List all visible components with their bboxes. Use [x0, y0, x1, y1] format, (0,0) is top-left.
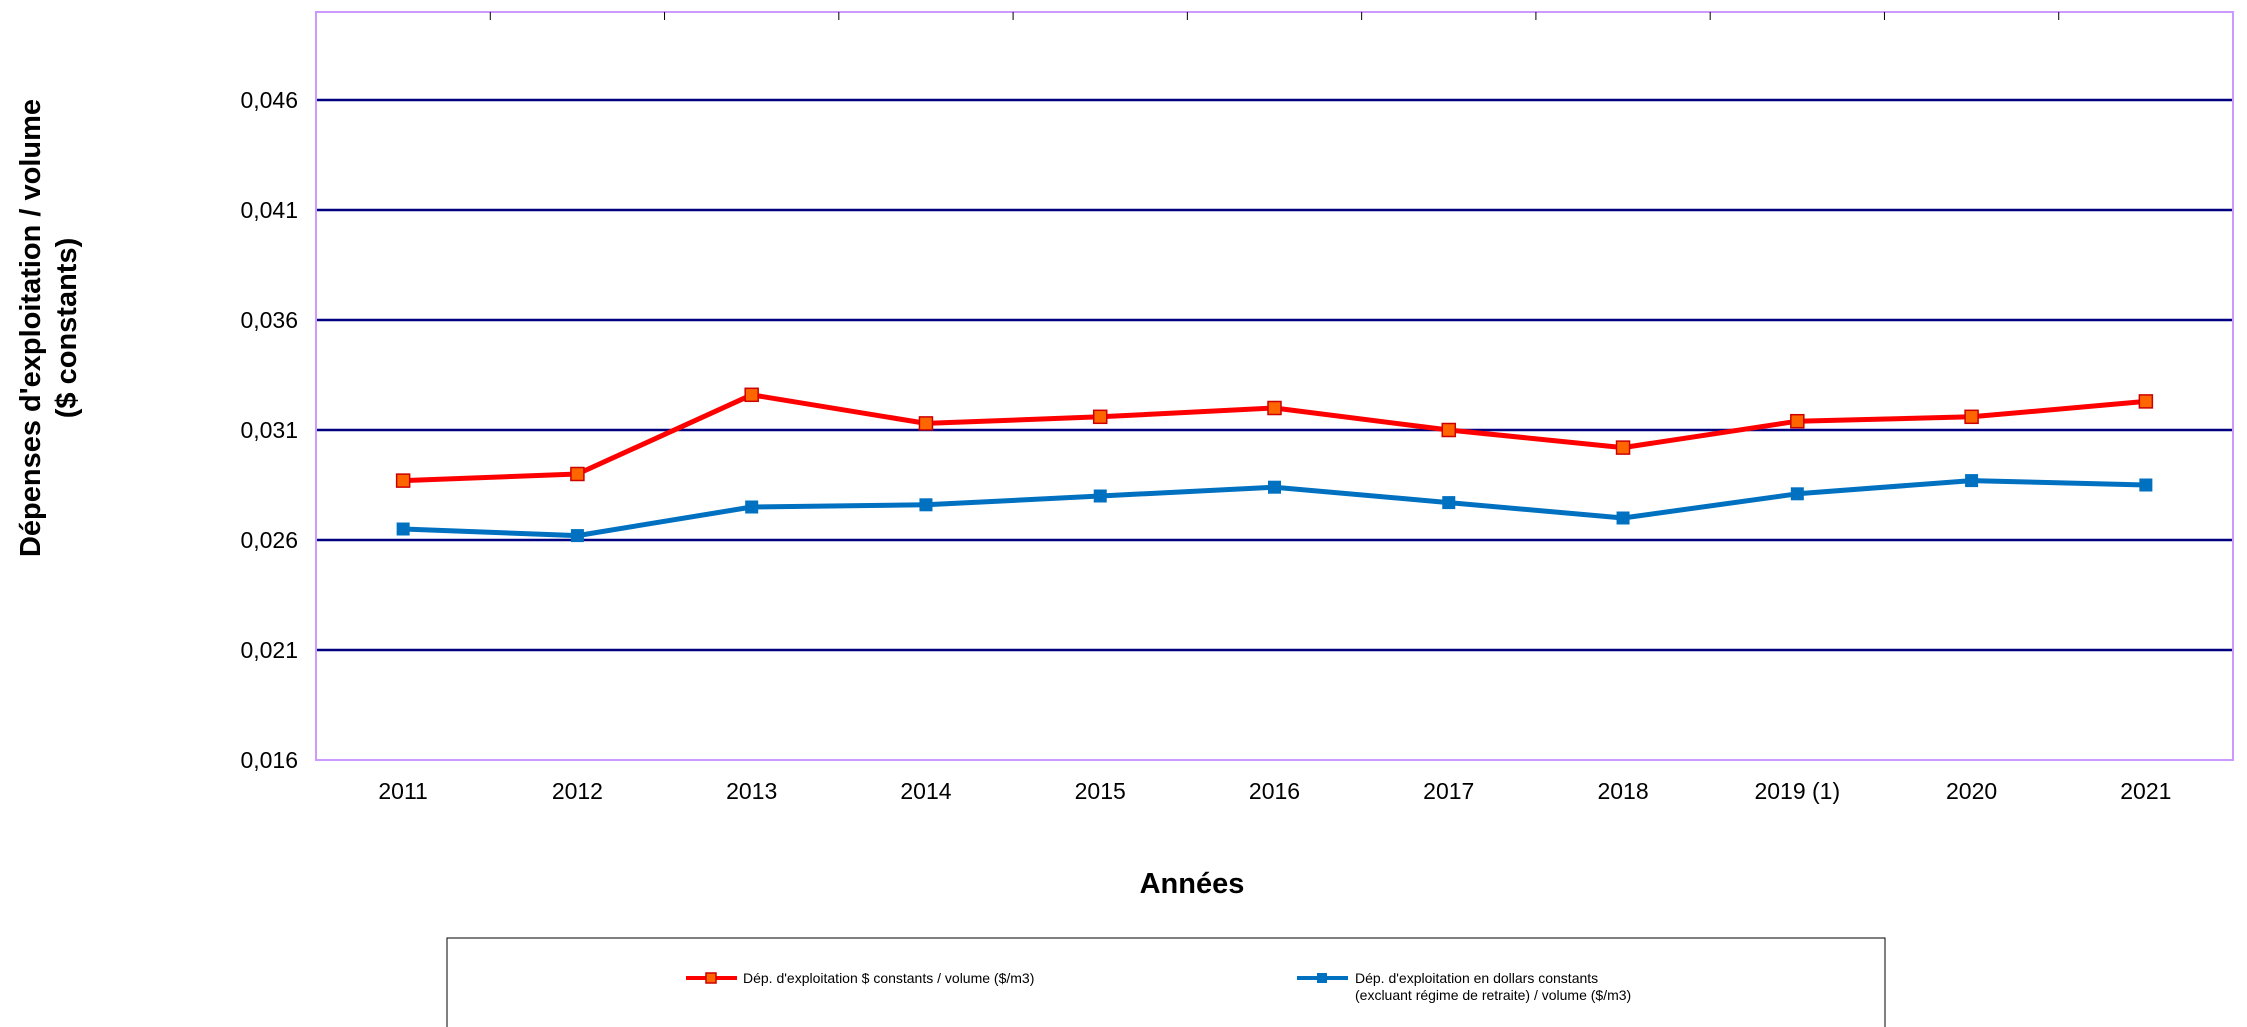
data-point — [396, 522, 410, 536]
data-point — [395, 473, 411, 488]
data-point — [1965, 474, 1979, 488]
y-axis-title-line-2: ($ constants) — [51, 238, 83, 418]
x-tick-label: 2020 — [1946, 778, 1997, 804]
x-tick-label: 2015 — [1075, 778, 1126, 804]
x-tick-marks — [489, 12, 2060, 20]
x-tick-label: 2011 — [378, 778, 427, 804]
legend-label-1: Dép. d'exploitation $ constants / volume… — [743, 970, 1034, 986]
legend-item-series-2: Dép. d'exploitation en dollars constants… — [1297, 970, 1631, 1003]
legend-label-2-line-2: (excluant régime de retraite) / volume (… — [1355, 987, 1631, 1003]
legend: Dép. d'exploitation $ constants / volume… — [446, 937, 1886, 1027]
data-point — [1964, 409, 1979, 425]
series-1 — [395, 387, 2154, 488]
x-tick-label: 2016 — [1249, 778, 1300, 804]
y-tick-label: 0,021 — [240, 637, 298, 663]
x-tick-label: 2014 — [900, 778, 951, 804]
y-tick-label: 0,041 — [240, 197, 298, 223]
data-point — [919, 498, 933, 512]
data-point — [744, 387, 759, 403]
x-tick-label: 2019 (1) — [1754, 778, 1840, 804]
data-point — [1092, 409, 1108, 425]
data-point — [1442, 496, 1456, 510]
x-tick-label: 2012 — [552, 778, 603, 804]
x-tick-label: 2017 — [1423, 778, 1474, 804]
legend-label-2-line-1: Dép. d'exploitation en dollars constants — [1355, 970, 1598, 986]
y-tick-label: 0,016 — [240, 747, 298, 773]
data-point — [1268, 480, 1281, 494]
y-tick-label: 0,031 — [240, 417, 298, 443]
y-tick-label: 0,036 — [240, 307, 298, 333]
data-point — [570, 529, 584, 543]
data-point — [570, 466, 585, 482]
x-tick-label: 2018 — [1597, 778, 1648, 804]
y-axis-title-line-1: Dépenses d'exploitation / volume — [15, 99, 47, 557]
data-point — [1615, 440, 1631, 455]
x-tick-labels: 2011 2012 2013 2014 2015 2016 2017 2018 2019 (1)… — [378, 778, 2171, 804]
legend-box — [446, 937, 1886, 1027]
y-tick-label: 0,026 — [240, 527, 298, 553]
grid-lines — [316, 98, 2233, 652]
y-tick-labels: 0,016 0,021 0,026 0,031 0,036 0,041 0,046 — [240, 87, 298, 773]
data-point — [1441, 422, 1457, 438]
data-point — [1790, 413, 1805, 429]
legend-swatch-marker-2 — [1317, 973, 1327, 983]
data-point — [918, 416, 934, 431]
legend-swatch-marker-1 — [705, 972, 717, 984]
plot-area-border — [315, 11, 2234, 761]
data-point — [1093, 489, 1107, 503]
y-tick-label: 0,046 — [240, 87, 298, 113]
legend-item-series-1: Dép. d'exploitation $ constants / volume… — [686, 970, 1034, 986]
x-tick-label: 2021 — [2120, 778, 2171, 804]
data-point — [2139, 478, 2153, 492]
data-point — [745, 500, 759, 514]
x-axis-title: Années — [1140, 868, 1245, 900]
y-axis-title: Dépenses d'exploitation / volume ($ cons… — [15, 99, 83, 557]
data-point — [1267, 400, 1282, 416]
series-lines — [395, 387, 2154, 543]
series-2 — [396, 474, 2153, 543]
data-point — [1790, 487, 1804, 501]
data-point — [2138, 394, 2154, 409]
x-tick-label: 2013 — [726, 778, 777, 804]
data-point — [1616, 511, 1630, 525]
